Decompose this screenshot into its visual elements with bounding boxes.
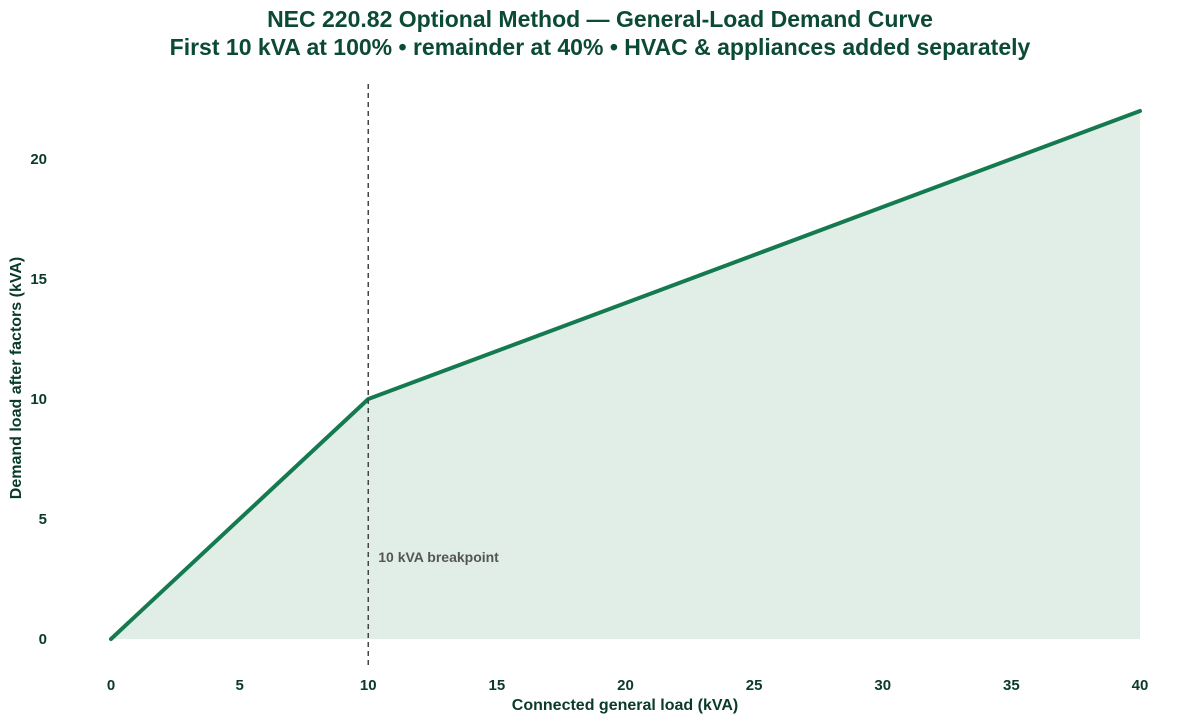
y-tick-label: 0	[39, 631, 47, 648]
breakpoint-label: 10 kVA breakpoint	[378, 549, 499, 565]
x-tick-label: 20	[617, 677, 634, 694]
x-tick-label: 10	[360, 677, 377, 694]
x-tick-label: 40	[1132, 677, 1149, 694]
x-tick-label: 0	[107, 677, 115, 694]
x-tick-label: 5	[235, 677, 243, 694]
x-tick-label: 30	[874, 677, 891, 694]
y-tick-label: 20	[30, 151, 47, 168]
y-axis-label: Demand load after factors (kVA)	[8, 257, 25, 499]
chart-subtitle: First 10 kVA at 100% • remainder at 40% …	[169, 34, 1031, 60]
x-tick-label: 15	[489, 677, 506, 694]
x-axis-label: Connected general load (kVA)	[512, 697, 738, 714]
x-tick-label: 35	[1003, 677, 1020, 694]
demand-area-fill	[111, 111, 1140, 639]
y-tick-label: 10	[30, 391, 47, 408]
chart-title: NEC 220.82 Optional Method — General-Loa…	[267, 6, 933, 32]
y-tick-label: 15	[30, 271, 47, 288]
y-tick-label: 5	[39, 511, 47, 528]
x-tick-label: 25	[746, 677, 763, 694]
